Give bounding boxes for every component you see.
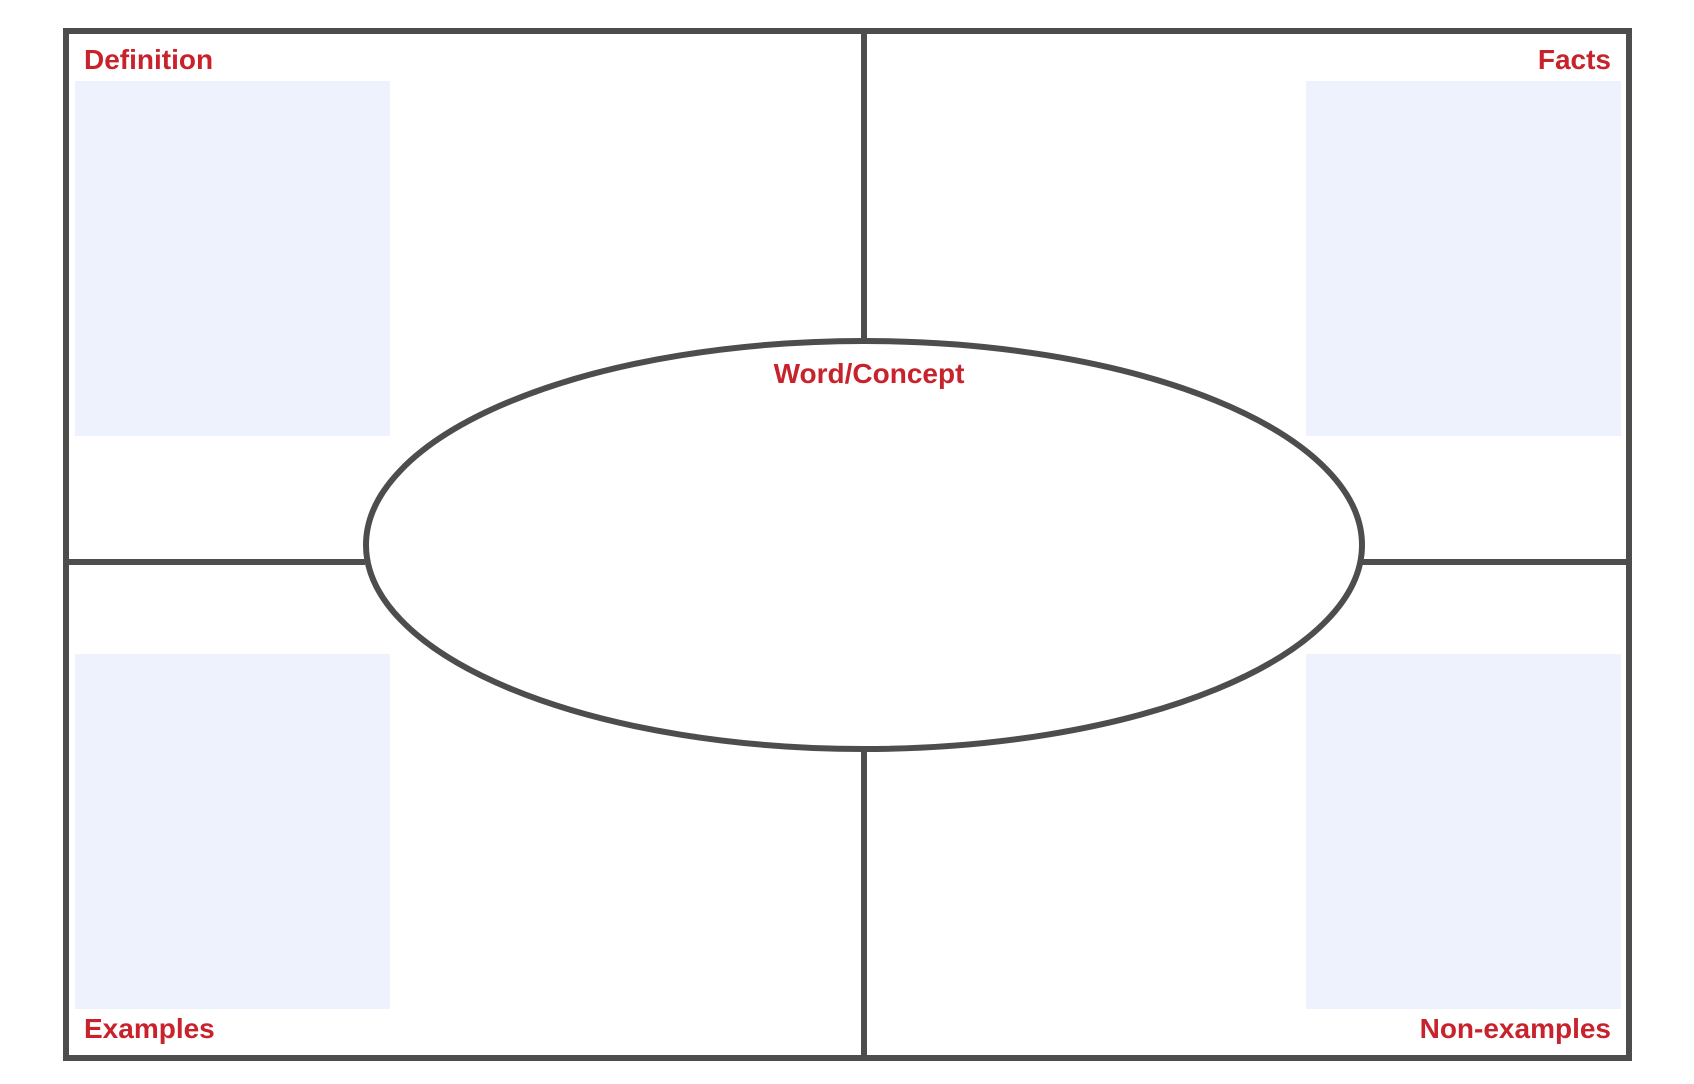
non-examples-label: Non-examples xyxy=(1420,1013,1611,1044)
facts-label: Facts xyxy=(1538,44,1611,75)
facts-placeholder[interactable] xyxy=(1306,81,1621,436)
definition-placeholder[interactable] xyxy=(75,81,390,436)
non-examples-placeholder[interactable] xyxy=(1306,654,1621,1009)
center-label: Word/Concept xyxy=(774,358,965,389)
outer-frame xyxy=(63,28,1632,1061)
examples-placeholder[interactable] xyxy=(75,654,390,1009)
examples-label: Examples xyxy=(84,1013,215,1044)
definition-label: Definition xyxy=(84,44,213,75)
center-ellipse[interactable] xyxy=(363,338,1365,752)
